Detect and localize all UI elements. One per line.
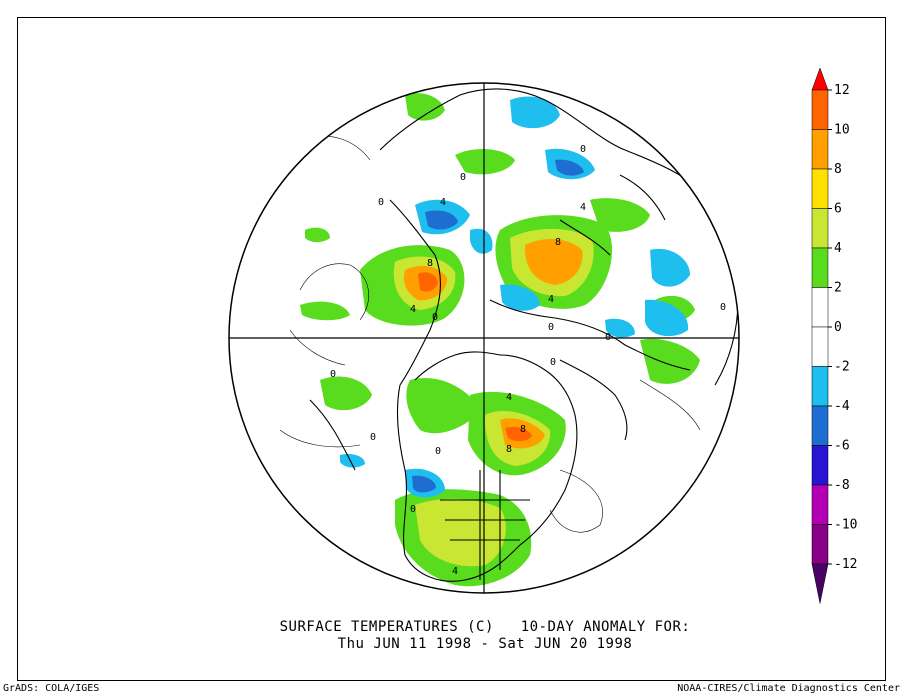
contour-label: 0 xyxy=(720,302,726,313)
colorbar-box xyxy=(811,168,829,209)
footer-software-credit: GrADS: COLA/IGES xyxy=(3,683,100,694)
contour-label: 0 xyxy=(460,172,466,183)
contour-label: 8 xyxy=(427,258,433,269)
negative-anomaly-regions xyxy=(340,96,690,498)
colorbar-label: 2 xyxy=(834,281,842,296)
colorbar-label: 4 xyxy=(834,241,842,256)
footer-source-credit: NOAA-CIRES/Climate Diagnostics Center xyxy=(677,683,900,694)
chart-title-line-2: Thu JUN 11 1998 - Sat JUN 20 1998 xyxy=(337,636,633,652)
colorbar-box xyxy=(811,366,829,407)
map-grid xyxy=(229,83,739,593)
positive-anomaly-regions xyxy=(300,93,700,587)
contour-label: 0 xyxy=(580,144,586,155)
contour-label: 4 xyxy=(548,294,554,305)
contour-label: 0 xyxy=(435,446,441,457)
contour-label: 0 xyxy=(330,369,336,380)
colorbar-box xyxy=(811,405,829,446)
contour-label: 0 xyxy=(548,322,554,333)
contour-label: 8 xyxy=(506,444,512,455)
color-legend: 12 10 8 6 4 2 0 -2 -4 -6 -8 -10 -12 xyxy=(811,68,857,604)
colorbar-label: 12 xyxy=(834,83,850,98)
polar-boundary-circle xyxy=(228,82,740,594)
colorbar-box xyxy=(811,247,829,288)
colorbar-top-arrow xyxy=(811,68,829,91)
colorbar-box xyxy=(811,484,829,525)
colorbar-box xyxy=(811,445,829,486)
colorbar-box xyxy=(811,326,829,367)
contour-label: 0 xyxy=(605,332,611,343)
contour-labels: 0 0 0 0 0 0 0 0 0 0 0 0 4 4 4 4 4 4 8 8 … xyxy=(330,144,726,577)
colorbar-box xyxy=(811,89,829,130)
colorbar-label: -6 xyxy=(834,439,850,454)
contour-label: 4 xyxy=(506,392,512,403)
colorbar-label: 8 xyxy=(834,162,842,177)
contour-label: 8 xyxy=(520,424,526,435)
contour-label: 0 xyxy=(378,197,384,208)
chart-title-line-1: SURFACE TEMPERATURES (C) 10-DAY ANOMALY … xyxy=(279,619,691,635)
contour-label: 0 xyxy=(370,432,376,443)
colorbar-label: -12 xyxy=(834,557,857,572)
colorbar-label: -2 xyxy=(834,360,850,375)
colorbar-label: 10 xyxy=(834,123,850,138)
colorbar-label: -10 xyxy=(834,518,857,533)
contour-label: 0 xyxy=(410,504,416,515)
colorbar-box xyxy=(811,129,829,170)
colorbar-bottom-arrow xyxy=(811,563,829,604)
contour-label: 4 xyxy=(410,304,416,315)
colorbar-box xyxy=(811,287,829,328)
colorbar-label: 0 xyxy=(834,320,842,335)
colorbar-label: -4 xyxy=(834,399,850,414)
colorbar-label: 6 xyxy=(834,202,842,217)
contour-label: 4 xyxy=(440,197,446,208)
contour-label: 4 xyxy=(580,202,586,213)
plot-frame xyxy=(17,17,886,681)
contour-label: 4 xyxy=(452,566,458,577)
colorbar-label: -8 xyxy=(834,478,850,493)
colorbar-box xyxy=(811,524,829,565)
contour-label: 0 xyxy=(550,357,556,368)
colorbar-box xyxy=(811,208,829,249)
contour-label: 8 xyxy=(555,237,561,248)
contour-label: 0 xyxy=(432,312,438,323)
